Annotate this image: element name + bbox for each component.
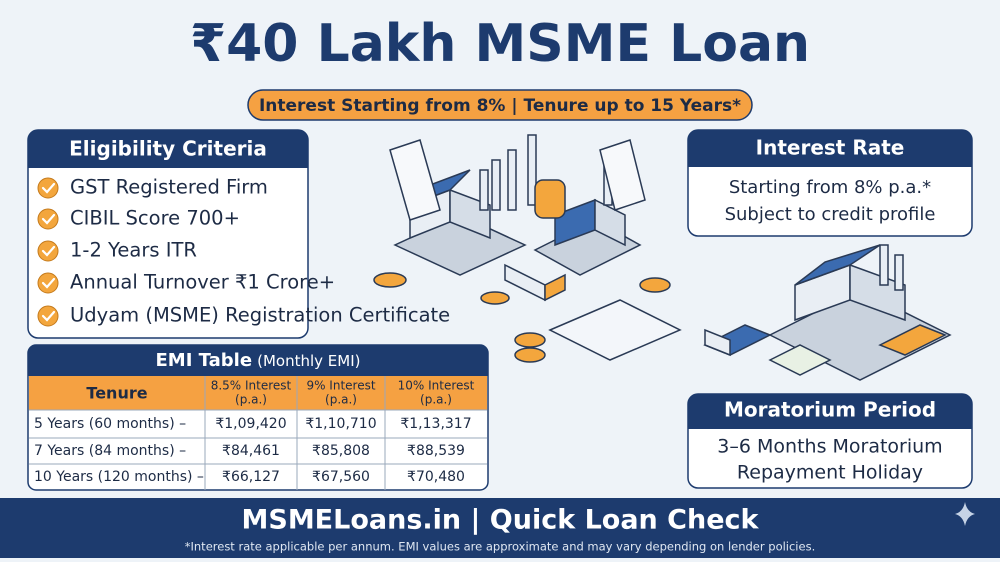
table-header-row (29, 376, 487, 410)
emi-value: ₹1,10,710 (305, 416, 376, 432)
card-header (28, 130, 308, 168)
illustration-right (703, 244, 952, 381)
eligibility-item: CIBIL Score 700+ (70, 207, 240, 230)
eligibility-item: Annual Turnover ₹1 Crore+ (70, 271, 335, 294)
subtitle-pill (247, 89, 753, 121)
check-mark (41, 245, 56, 257)
row-label: 10 Years (120 months) – (34, 469, 204, 485)
table-header: 8.5% Interest (211, 379, 292, 393)
table-header: Tenure (86, 384, 147, 403)
emi-value: ₹84,461 (222, 443, 280, 459)
card-line: Repayment Holiday (737, 462, 923, 484)
eligibility-item: GST Registered Firm (70, 176, 268, 199)
emi-value: ₹67,560 (312, 469, 370, 485)
check-icon (37, 208, 59, 230)
table-grid: Tenure 8.5% Interest(p.a.)9% Interest(p.a… (29, 376, 487, 490)
row-label: 7 Years (84 months) – (34, 443, 186, 459)
illustration-center (373, 134, 682, 363)
check-mark (41, 182, 56, 194)
emi-table: EMI Table (Monthly EMI) Tenure 8.5% Inter… (27, 344, 489, 491)
table-title-sub: (Monthly EMI) (257, 352, 360, 370)
table-title-bar (28, 345, 488, 376)
table-header: (p.a.) (420, 393, 452, 407)
check-mark (41, 310, 56, 322)
card-title: Interest Rate (756, 136, 905, 160)
emi-value: ₹1,09,420 (215, 416, 286, 432)
card-line: Starting from 8% p.a.* (729, 177, 931, 198)
table-header: 9% Interest (306, 379, 375, 393)
check-mark (41, 277, 56, 289)
table-header: (p.a.) (325, 393, 357, 407)
table-title: EMI Table (Monthly EMI) (155, 350, 360, 371)
card-line: 3–6 Months Moratorium (717, 436, 942, 458)
check-mark (41, 213, 56, 225)
card-title: Eligibility Criteria (69, 137, 267, 161)
eligibility-card: Eligibility Criteria GST Registered Firm… (27, 129, 450, 339)
subtitle: Interest Starting from 8% | Tenure up to… (259, 96, 741, 116)
moratorium-card: Moratorium Period 3–6 Months Moratorium … (687, 393, 973, 489)
card-line: Subject to credit profile (725, 204, 936, 225)
table-header: (p.a.) (235, 393, 267, 407)
check-icon (37, 305, 59, 327)
table-header: 10% Interest (398, 379, 475, 393)
footer-brand: MSMELoans.in | Quick Loan Check (242, 505, 760, 536)
eligibility-item: 1-2 Years ITR (70, 239, 197, 262)
footer-bar (0, 498, 1000, 558)
emi-value: ₹1,13,317 (400, 416, 471, 432)
emi-value: ₹70,480 (407, 469, 465, 485)
card-title: Moratorium Period (724, 398, 936, 422)
check-icon (37, 272, 59, 294)
emi-value: ₹66,127 (222, 469, 280, 485)
check-icon (37, 177, 59, 199)
eligibility-item: Udyam (MSME) Registration Certificate (70, 304, 450, 327)
interest-card: Interest Rate Starting from 8% p.a.* Sub… (687, 129, 973, 237)
card-header (688, 394, 972, 429)
row-label: 5 Years (60 months) – (34, 416, 186, 432)
card-header (688, 130, 972, 167)
eligibility-list: GST Registered Firm CIBIL Score 700+ 1-2 Y… (37, 176, 450, 327)
title: ₹40 Lakh MSME Loan (190, 14, 810, 74)
emi-value: ₹85,808 (312, 443, 370, 459)
sparkle-icon (955, 502, 975, 526)
table-title-main: EMI Table (155, 350, 252, 371)
footer-note: *Interest rate applicable per annum. EMI… (185, 540, 815, 554)
emi-value: ₹88,539 (407, 443, 465, 459)
check-icon (37, 240, 59, 262)
